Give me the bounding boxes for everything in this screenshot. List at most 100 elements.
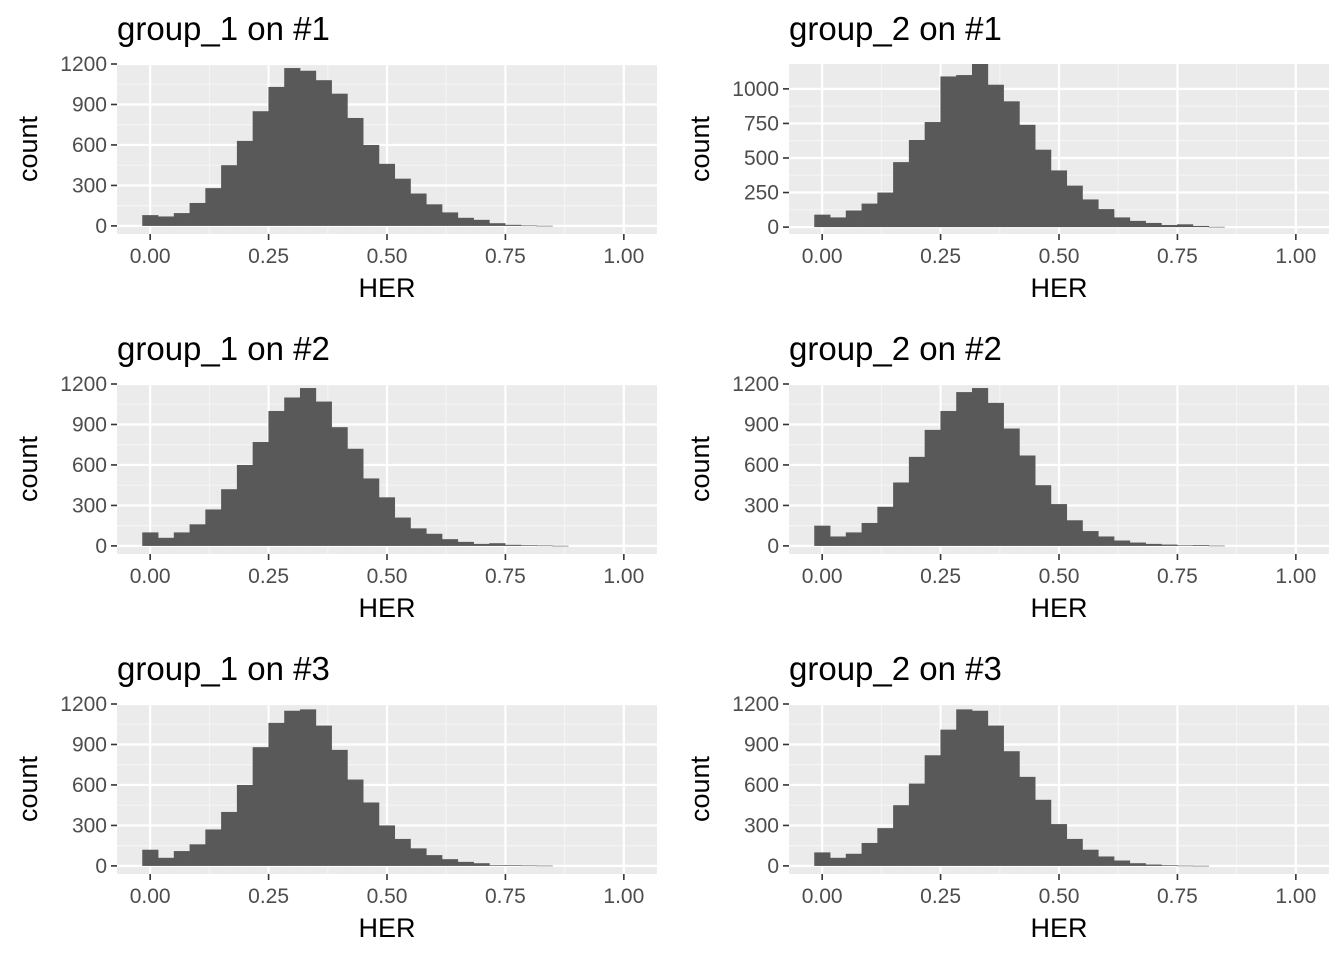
histogram-bar [1113,540,1131,546]
y-tick-label: 0 [767,216,779,239]
panel-title: group_1 on #3 [117,650,330,687]
histogram-bar [205,829,222,866]
histogram-bar [893,482,910,546]
histogram-bar [284,397,301,546]
histogram-bar [1098,856,1115,866]
histogram-bar [347,117,364,226]
y-tick-label: 1000 [732,78,779,101]
histogram-bar [1208,545,1225,547]
histogram-bar [1082,531,1099,546]
histogram-bar [1161,225,1178,228]
y-tick-label: 0 [767,535,779,558]
histogram-bar [363,478,380,546]
y-tick-label: 900 [744,413,779,436]
y-tick-label: 900 [744,733,779,756]
histogram-bar [1035,149,1052,228]
y-tick-label: 750 [744,112,779,135]
histogram-bar [441,212,459,226]
histogram-bar [814,525,831,546]
panel-title: group_1 on #2 [117,330,330,367]
histogram-bar [1192,865,1209,867]
histogram-bar [315,401,332,546]
histogram-bar [236,140,254,226]
histogram-bar [814,214,831,228]
histogram-bar [189,524,206,546]
histogram-panel: 0.00 0.25 0.50 0.75 1.00 0 300 600 900 1200 group_… [13,650,657,943]
histogram-bar [189,202,206,226]
histogram-bar [908,783,926,866]
histogram-bar [1145,222,1162,228]
histogram-bar [893,805,910,866]
histogram-bar [505,224,522,226]
x-tick-label: 0.25 [248,245,289,268]
x-tick-label: 0.50 [367,885,408,908]
histogram-bar [347,779,364,866]
x-tick-label: 0.00 [802,885,843,908]
y-tick-label: 600 [72,454,107,477]
histogram-bar [1019,776,1036,866]
histogram-bar [142,215,159,226]
histogram-bar [1145,864,1162,866]
histogram-bar [520,865,537,867]
histogram-bar [940,729,957,866]
histogram-bar [1066,185,1083,228]
histogram-bar [1192,545,1209,546]
x-axis-label: HER [1030,593,1087,623]
histogram-bar [426,204,443,226]
histogram-bar [1082,849,1099,866]
histogram-bar [205,509,222,546]
y-tick-label: 1200 [60,53,107,76]
histogram-bar [426,855,443,866]
histogram-bar [987,725,1004,866]
x-tick-label: 0.75 [485,565,526,588]
histogram-bar [1066,838,1083,866]
y-tick-label: 500 [744,147,779,170]
y-axis-label: count [685,115,715,182]
y-tick-label: 1200 [732,693,779,716]
histogram-bar [877,506,894,546]
histogram-bar [830,536,847,546]
x-tick-label: 0.50 [367,245,408,268]
histogram-bar [1161,865,1178,866]
histogram-bar [536,545,553,547]
histogram-bar [426,533,443,546]
histogram-bar [473,863,490,866]
x-tick-label: 0.00 [802,565,843,588]
panel-title: group_2 on #2 [789,330,1002,367]
histogram-bar [489,865,506,866]
y-axis-label: count [13,435,43,502]
histogram-bar [1192,225,1209,228]
y-tick-label: 0 [767,855,779,878]
histogram-bar [252,442,269,546]
histogram-bar [1098,536,1115,546]
histogram-bar [284,68,301,226]
histogram-bar [1098,209,1115,228]
histogram-bar [1035,485,1052,546]
x-tick-label: 0.75 [1157,245,1198,268]
y-tick-label: 0 [95,215,107,238]
y-tick-label: 300 [72,174,107,197]
histogram-bar [893,162,910,228]
histogram-bar [845,853,862,866]
histogram-bar [315,725,332,866]
histogram-bar [252,111,269,226]
histogram-bar [378,825,396,866]
histogram-bar [536,865,553,867]
x-tick-label: 0.75 [1157,885,1198,908]
histogram-bar [394,838,411,866]
histogram-bar [189,844,206,866]
y-tick-label: 600 [744,454,779,477]
histogram-bar [940,76,957,228]
histogram-bar [861,842,878,866]
histogram-bar [158,857,175,866]
x-tick-label: 0.00 [130,245,171,268]
histogram-bar [457,861,474,866]
y-tick-label: 900 [72,413,107,436]
y-tick-label: 1200 [732,373,779,396]
histogram-bar [378,163,396,226]
panel-title: group_2 on #1 [789,10,1002,47]
y-axis-label: count [685,755,715,822]
y-tick-label: 1200 [60,373,107,396]
histogram-bar [284,710,301,866]
